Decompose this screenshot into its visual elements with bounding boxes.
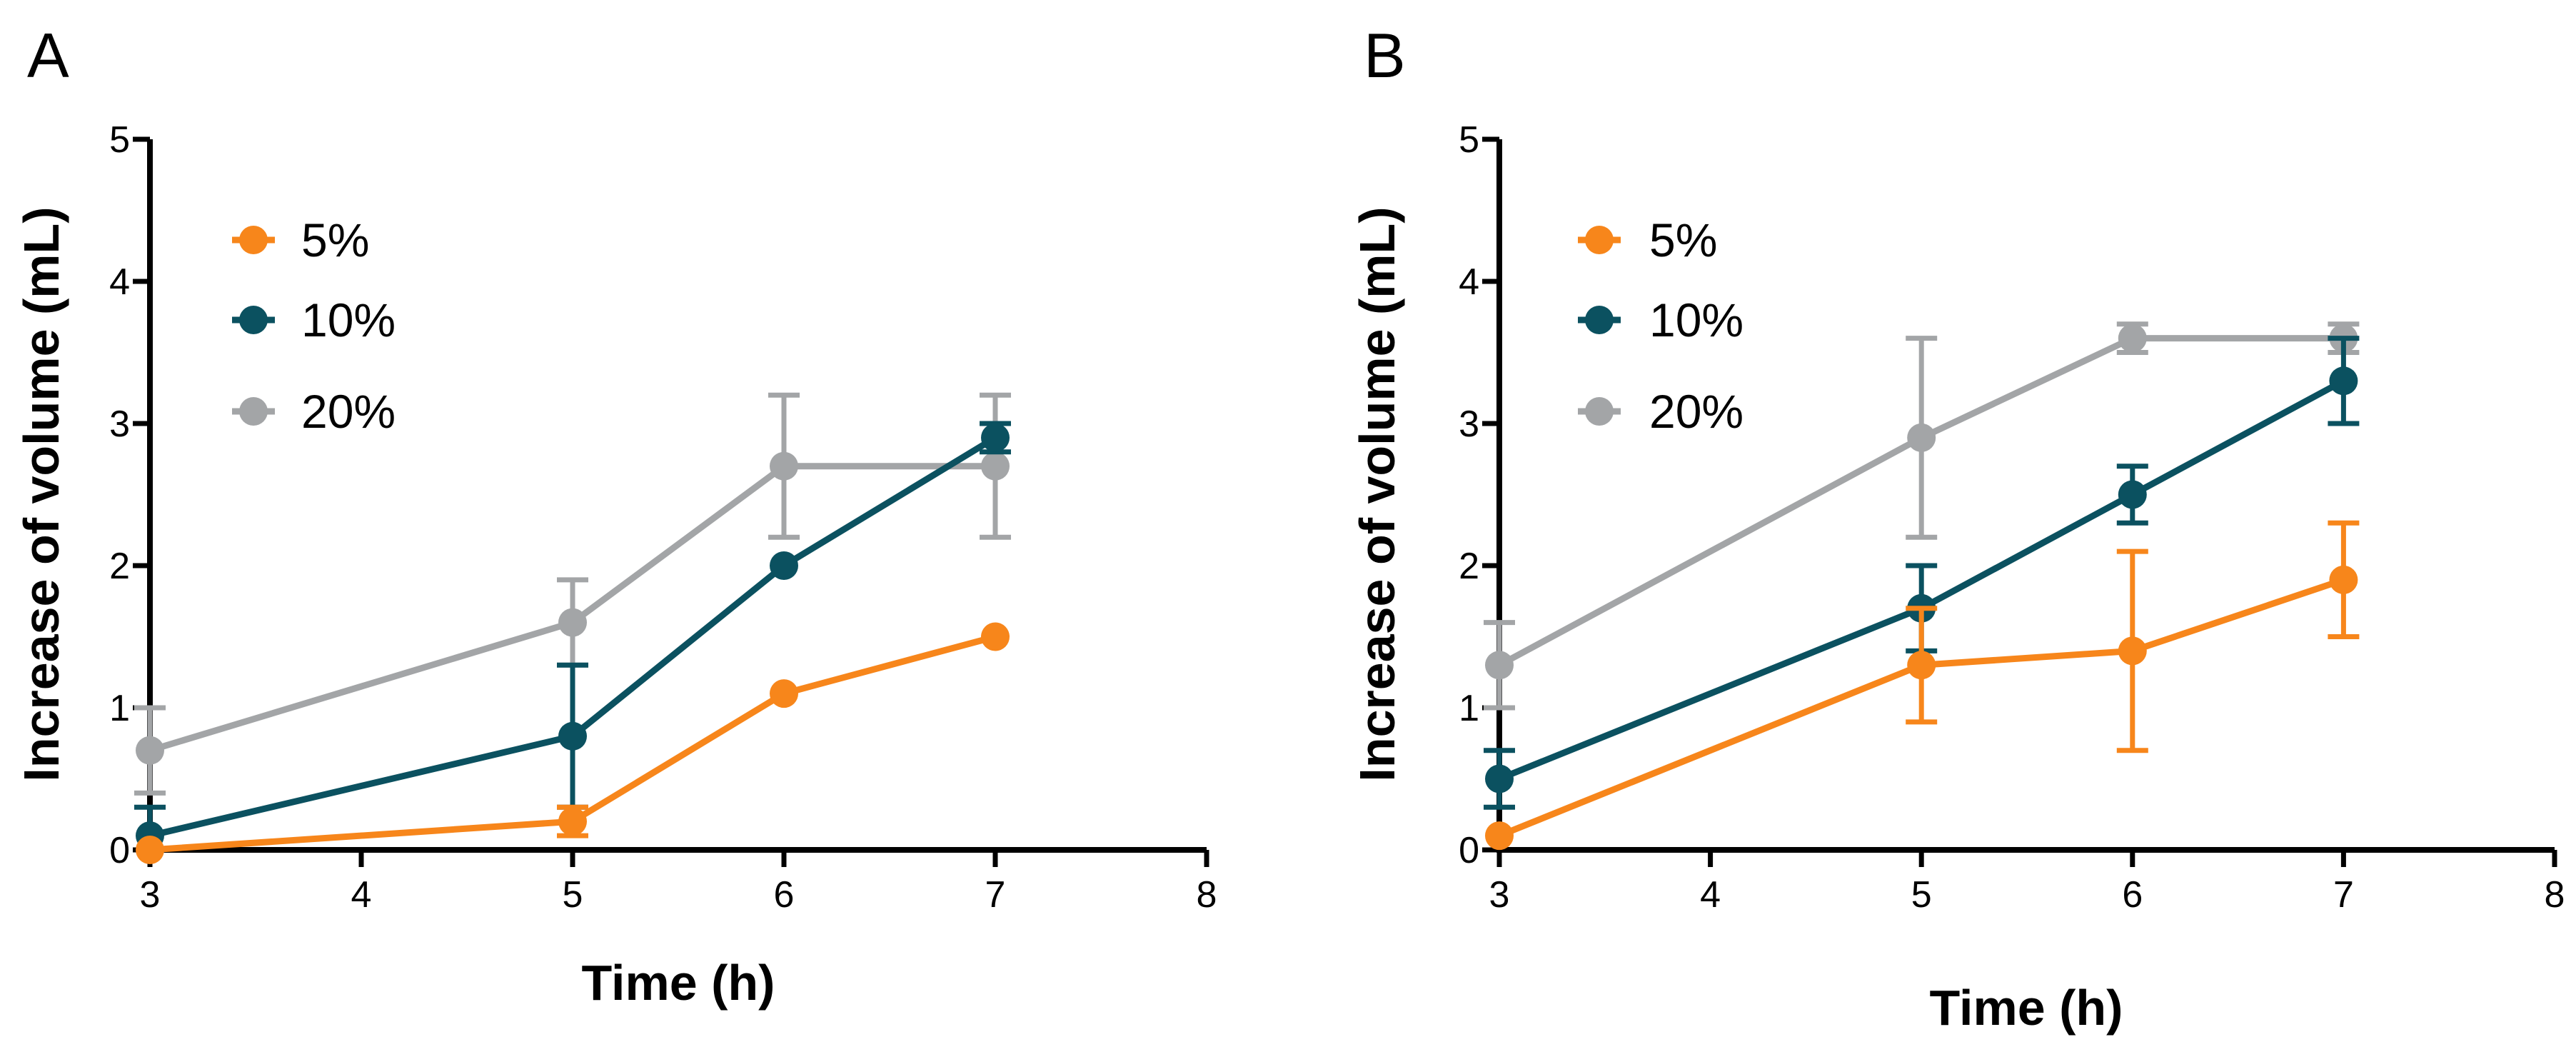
panel-b-series-5pct [1485,520,2360,851]
panel-a-series-5pct [136,622,1010,864]
panel-a-x-tick-label: 6 [774,874,795,916]
panel-b-x-axis-title: Time (h) [1930,980,2123,1036]
panel-a-y-tick-label: 2 [109,546,130,587]
panel-a-series-10pct-point [558,721,587,751]
panel-b-x-tick-label: 3 [1489,874,1510,916]
panel-a-series-10pct-line [149,435,997,839]
panel-a-series-5pct-point [558,807,587,836]
panel-b-y-tick-label: 1 [1459,688,1479,729]
panel-a-x-tick-label: 5 [563,874,583,916]
panel-b-series-5pct-line [1498,576,2345,839]
panel-a-series-20pct-point [136,736,164,765]
panel-a-y-tick-label: 0 [109,830,130,871]
panel-b-legend-10pct-marker [1585,306,1614,334]
panel-b-chart: B 0 1 2 3 4 5 3 4 5 6 7 8 Time (h) Increase of volume … [1349,20,2565,1036]
panel-b-x-tick-label: 6 [2122,874,2143,916]
panel-b-series-20pct-point [1907,423,1936,452]
panel-a-legend-5pct-marker [239,226,268,254]
panel-a-series-5pct-point [770,679,798,708]
panel-a-series-20pct-point [558,608,587,637]
panel-a-x-tick-label: 3 [140,874,161,916]
panel-a-y-tick-label: 5 [109,119,130,161]
panel-a-legend-20pct-marker [239,397,268,426]
panel-b-series-10pct-point [2329,366,2358,396]
panel-a-x-tick-label: 7 [985,874,1006,916]
panel-b-series-10pct-point [1485,764,1514,793]
panel-a-legend-10pct-marker [239,306,268,334]
panel-a-y-tick-label: 1 [109,688,130,729]
panel-b-series-5pct-point [1907,651,1936,680]
panel-b-series-10pct-point [2118,480,2147,509]
panel-b-y-tick-label: 0 [1459,830,1479,871]
panel-a-x-tick-label: 4 [351,874,372,916]
panel-b-series-20pct-point [1485,651,1514,680]
panel-a-series-5pct-line [149,633,997,853]
panel-b-y-tick-label: 4 [1459,261,1479,303]
panel-b-x-tick-label: 4 [1700,874,1721,916]
panel-b-y-tick-label: 2 [1459,546,1479,587]
panel-b-y-axis-title: Increase of volume (mL) [1349,206,1405,781]
panel-a-series-10pct-point [981,423,1010,452]
panel-b-series-5pct-point [2329,565,2358,594]
panel-a-legend-20pct-label: 20% [301,385,396,438]
panel-b-y-tick-label: 3 [1459,404,1479,445]
panel-a-series-20pct-line [149,463,995,754]
panel-b-x-tick-label: 7 [2333,874,2354,916]
panel-b-series-20pct-point [2118,324,2147,353]
panel-a-chart: A 0 1 2 3 4 5 3 4 5 6 7 8 Time (h) Increase of volume … [14,20,1217,1011]
panel-b-series-20pct [1484,321,2360,711]
panel-b-series-20pct-line [1497,335,2344,668]
panel-b-label: B [1364,20,1406,91]
panel-a-series-5pct-point [981,622,1010,651]
panel-a-series-5pct-point [136,836,164,864]
panel-a-series-20pct [134,392,1011,796]
panel-a-label: A [27,20,69,91]
panel-a-legend-5pct-label: 5% [301,214,369,266]
panel-a-legend-10pct-label: 10% [301,294,396,346]
panel-b-legend-10pct-label: 10% [1649,294,1744,346]
panel-b-x-tick-label: 5 [1911,874,1932,916]
panel-b-legend-5pct-marker [1585,226,1614,254]
panel-b-x-tick-label: 8 [2545,874,2565,916]
panel-a-x-axis-title: Time (h) [582,955,775,1011]
panel-a-series-20pct-point [981,451,1010,481]
panel-b-series-5pct-point [1485,821,1514,851]
panel-b-legend-20pct-label: 20% [1649,385,1744,438]
panel-a-y-axis-title: Increase of volume (mL) [14,206,69,781]
panel-a-y-tick-label: 3 [109,404,130,445]
panel-b-legend-20pct-marker [1585,397,1614,426]
panel-b-series-10pct-line [1498,378,2345,782]
panel-b-legend: 5% 10% 20% [1578,214,1744,438]
panel-a-legend: 5% 10% 20% [232,214,396,438]
panel-b-y-tick-label: 5 [1459,119,1479,161]
panel-b-legend-5pct-label: 5% [1649,214,1717,266]
panel-a-y-tick-label: 4 [109,261,130,303]
panel-a-x-tick-label: 8 [1197,874,1217,916]
panel-a-series-10pct-point [770,551,798,580]
panel-b-series-5pct-point [2118,636,2147,666]
panel-a-series-20pct-point [770,451,798,481]
